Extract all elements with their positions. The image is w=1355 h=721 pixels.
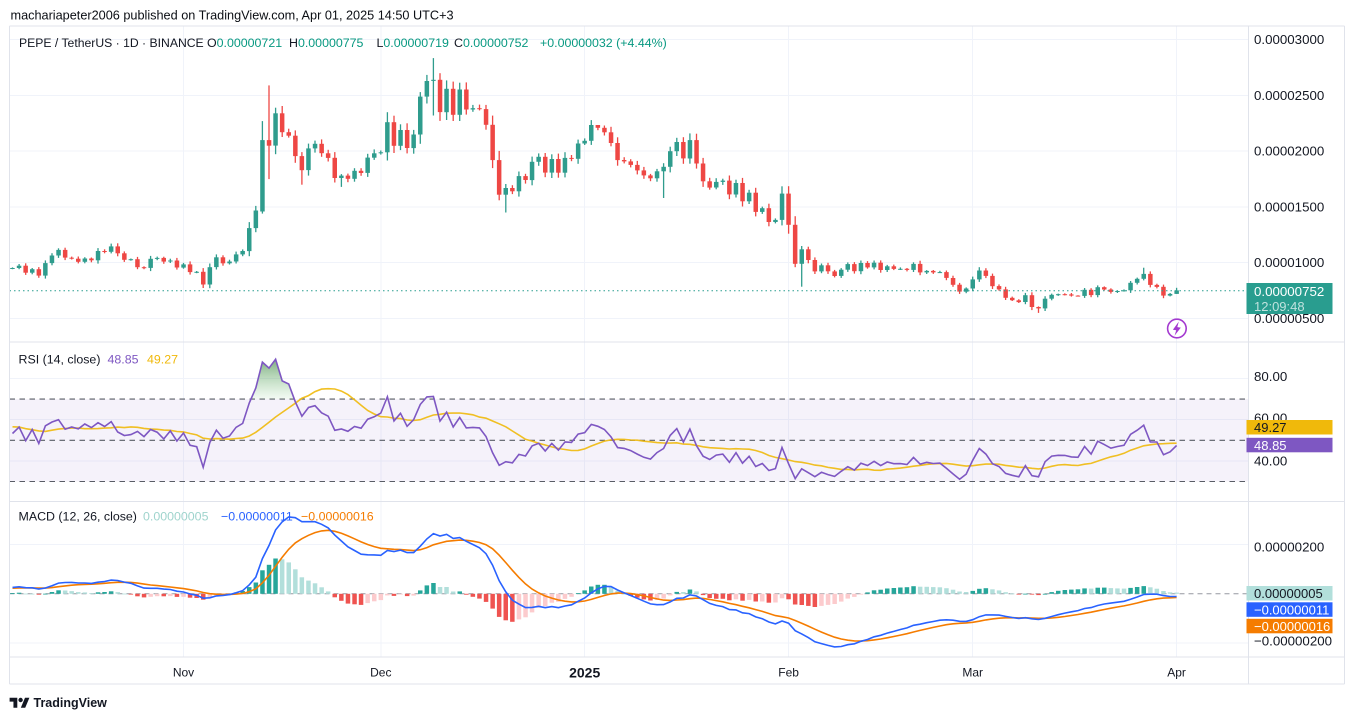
svg-text:12:09:48: 12:09:48 <box>1254 299 1305 314</box>
svg-text:48.85: 48.85 <box>108 353 139 367</box>
svg-text:0.00001500: 0.00001500 <box>1254 199 1324 214</box>
svg-text:−0.00000016: −0.00000016 <box>301 510 374 524</box>
svg-text:49.27: 49.27 <box>1254 420 1287 435</box>
svg-text:L0.00000719: L0.00000719 <box>377 36 449 50</box>
svg-text:TradingView: TradingView <box>34 696 108 710</box>
svg-text:0.00000005: 0.00000005 <box>1254 586 1323 601</box>
svg-text:Feb: Feb <box>778 666 799 680</box>
svg-text:−0.00000016: −0.00000016 <box>1254 619 1330 634</box>
svg-text:C0.00000752: C0.00000752 <box>454 36 529 50</box>
svg-text:Dec: Dec <box>370 666 391 680</box>
svg-text:Nov: Nov <box>173 666 194 680</box>
svg-text:Mar: Mar <box>962 666 983 680</box>
svg-text:+0.00000032 (+4.44%): +0.00000032 (+4.44%) <box>540 36 667 50</box>
svg-text:−0.00000011: −0.00000011 <box>221 510 293 524</box>
svg-text:0.00000752: 0.00000752 <box>1254 284 1324 299</box>
svg-text:0.00002000: 0.00002000 <box>1254 144 1324 159</box>
svg-text:0.00000005: 0.00000005 <box>143 510 209 524</box>
svg-text:0.00000200: 0.00000200 <box>1254 540 1324 555</box>
svg-text:0.00003000: 0.00003000 <box>1254 32 1324 47</box>
svg-text:PEPE / TetherUS · 1D · BINANCE: PEPE / TetherUS · 1D · BINANCE <box>19 36 204 50</box>
svg-text:−0.00000011: −0.00000011 <box>1254 602 1329 617</box>
svg-text:49.27: 49.27 <box>147 353 178 367</box>
svg-text:MACD (12, 26, close): MACD (12, 26, close) <box>19 510 137 524</box>
svg-text:Apr: Apr <box>1167 666 1186 680</box>
svg-text:0.00001000: 0.00001000 <box>1254 255 1324 270</box>
svg-text:0.00002500: 0.00002500 <box>1254 88 1324 103</box>
svg-text:0.00000500: 0.00000500 <box>1254 311 1324 326</box>
svg-text:2025: 2025 <box>569 665 600 681</box>
svg-text:machariapeter2006 published on: machariapeter2006 published on TradingVi… <box>11 9 454 23</box>
svg-text:O0.00000721: O0.00000721 <box>207 36 282 50</box>
svg-text:40.00: 40.00 <box>1254 453 1287 468</box>
svg-text:H0.00000775: H0.00000775 <box>289 36 364 50</box>
svg-text:80.00: 80.00 <box>1254 369 1287 384</box>
svg-text:RSI (14, close): RSI (14, close) <box>19 353 101 367</box>
svg-text:48.85: 48.85 <box>1254 438 1287 453</box>
svg-text:−0.00000200: −0.00000200 <box>1254 634 1332 649</box>
